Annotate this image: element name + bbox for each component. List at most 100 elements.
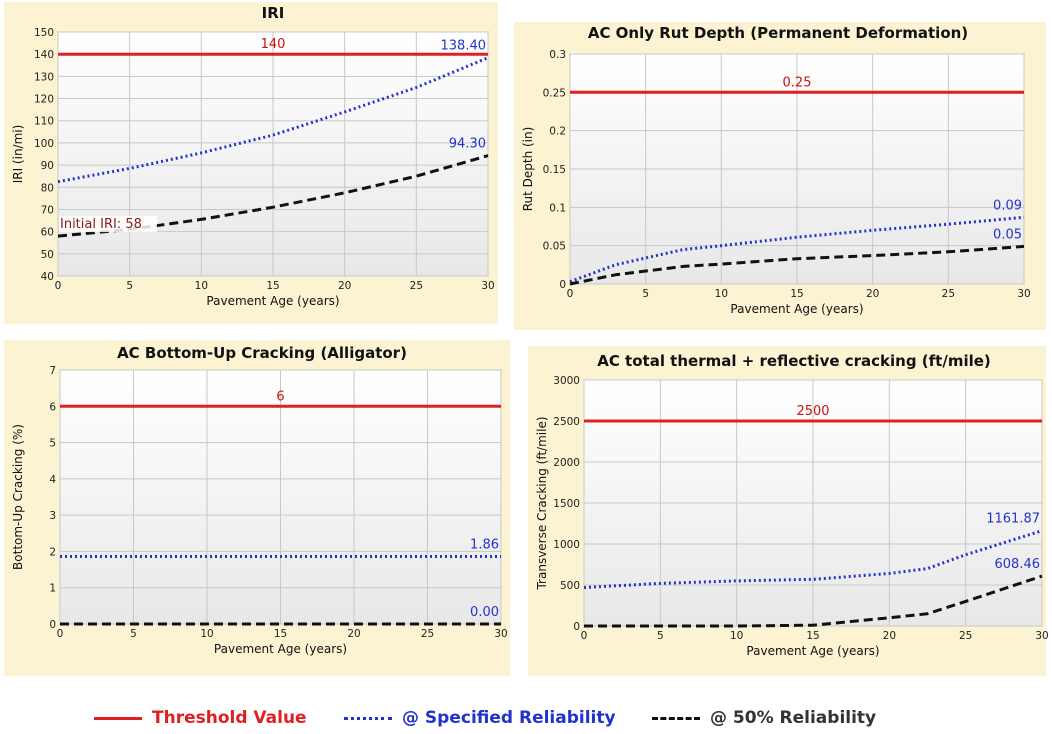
x-tick-label: 10: [200, 628, 213, 640]
specified-legend-label: @ Specified Reliability: [402, 708, 616, 728]
legend-item-fifty: @ 50% Reliability: [652, 708, 876, 728]
threshold-legend-swatch: [94, 716, 142, 720]
fifty-legend-label: @ 50% Reliability: [710, 708, 877, 728]
x-tick-label: 25: [959, 630, 972, 642]
x-tick-label: 5: [642, 288, 649, 300]
x-tick-label: 0: [57, 628, 64, 640]
x-tick-label: 10: [715, 288, 728, 300]
y-tick-label: 5: [49, 438, 56, 450]
y-tick-label: 2500: [553, 416, 580, 428]
y-tick-label: 1000: [553, 539, 580, 551]
x-axis-label: Pavement Age (years): [206, 294, 339, 308]
data-label: 138.40: [441, 39, 487, 54]
y-tick-label: 70: [41, 204, 54, 216]
y-tick-label: 120: [34, 94, 54, 106]
x-tick-label: 20: [866, 288, 879, 300]
y-tick-label: 6: [49, 401, 56, 413]
y-tick-label: 0.2: [549, 126, 566, 138]
thermal-cracking-chart-title: AC total thermal + reflective cracking (…: [597, 352, 991, 370]
data-label: 0.25: [783, 75, 812, 90]
bottom-up-cracking-chart-title: AC Bottom-Up Cracking (Alligator): [117, 344, 407, 362]
rut-depth-chart-title: AC Only Rut Depth (Permanent Deformation…: [587, 24, 969, 42]
y-tick-label: 0.1: [549, 202, 566, 214]
y-tick-label: 1500: [553, 498, 580, 510]
x-tick-label: 20: [347, 628, 360, 640]
y-tick-label: 2: [49, 546, 56, 558]
x-tick-label: 5: [126, 280, 133, 292]
data-label: Initial IRI: 58: [60, 217, 142, 232]
initial-label-bg: [59, 216, 157, 233]
x-tick-label: 15: [806, 630, 819, 642]
iri-chart-panel: IRI 0 5 10 15 20 25 30 40 50 60 70 80 90 100 110 120 130…: [4, 2, 498, 324]
y-axis-label: Rut Depth (in): [521, 127, 535, 212]
y-axis-label: Bottom-Up Cracking (%): [11, 424, 25, 570]
x-tick-label: 0: [581, 630, 588, 642]
bottom-up-cracking-chart-svg: 0 5 10 15 20 25 30 0 1 2 3 4 5 6 7 Pavement Age (years)…: [11, 365, 508, 656]
fifty-legend-swatch: [652, 716, 700, 720]
y-tick-label: 1: [49, 583, 56, 595]
y-tick-label: 0: [559, 279, 566, 291]
data-label: 140: [261, 37, 286, 52]
y-tick-label: 0.05: [543, 241, 566, 253]
specified-reliability-series-line: [57, 56, 489, 184]
y-tick-label: 3: [49, 510, 56, 522]
data-label: 94.30: [449, 137, 486, 152]
y-tick-label: 50: [41, 249, 54, 261]
x-tick-label: 30: [1017, 288, 1030, 300]
y-tick-label: 0: [49, 619, 56, 631]
x-tick-label: 15: [790, 288, 803, 300]
y-axis-label: IRI (in/mi): [11, 125, 25, 184]
y-tick-label: 0.25: [543, 87, 566, 99]
data-label: 608.46: [995, 557, 1041, 572]
y-tick-label: 100: [34, 138, 54, 150]
x-tick-label: 0: [55, 280, 62, 292]
y-tick-label: 90: [41, 160, 54, 172]
data-label: 1161.87: [986, 512, 1040, 527]
y-tick-label: 4: [49, 474, 56, 486]
x-tick-label: 20: [883, 630, 896, 642]
y-tick-label: 3000: [553, 375, 580, 387]
data-label: 2500: [796, 404, 829, 419]
y-tick-label: 110: [34, 116, 54, 128]
fifty-reliability-series-line: [569, 244, 1025, 286]
iri-chart-title: IRI: [261, 4, 285, 22]
iri-chart-svg: 0 5 10 15 20 25 30 40 50 60 70 80 90 100 110 120 130 140 1…: [11, 27, 495, 308]
x-axis-label: Pavement Age (years): [730, 302, 863, 316]
chart-legend: Threshold Value @ Specified Reliability …: [0, 704, 1052, 734]
data-label: 0.05: [993, 227, 1022, 242]
x-tick-label: 30: [494, 628, 507, 640]
thermal-cracking-chart-panel: AC total thermal + reflective cracking (…: [528, 346, 1049, 676]
y-tick-label: 80: [41, 182, 54, 194]
y-tick-label: 2000: [553, 457, 580, 469]
specified-reliability-series-line: [569, 215, 1025, 284]
y-tick-label: 0: [573, 621, 580, 633]
x-tick-label: 25: [421, 628, 434, 640]
fifty-reliability-series-line: [584, 574, 1043, 628]
x-tick-label: 10: [730, 630, 743, 642]
y-tick-label: 0.3: [549, 49, 566, 61]
y-tick-label: 7: [49, 365, 56, 377]
data-label: 0.00: [470, 605, 499, 620]
y-tick-label: 150: [34, 27, 54, 39]
x-tick-label: 20: [338, 280, 351, 292]
x-tick-label: 15: [266, 280, 279, 292]
x-tick-label: 5: [657, 630, 664, 642]
y-tick-label: 140: [34, 49, 54, 61]
x-tick-label: 15: [274, 628, 287, 640]
legend-item-threshold: Threshold Value: [94, 708, 307, 728]
data-label: 0.09: [993, 198, 1022, 213]
thermal-cracking-chart-svg: 0 5 10 15 20 25 30 0 500 1000 1500 2000 2500 3000 Pave…: [535, 375, 1049, 658]
x-tick-label: 25: [410, 280, 423, 292]
x-tick-label: 0: [567, 288, 574, 300]
threshold-legend-label: Threshold Value: [152, 708, 307, 728]
rut-depth-chart-svg: 0 5 10 15 20 25 30 0 0.05 0.1 0.15 0.2 0.25 0.3 Paveme…: [521, 49, 1031, 316]
legend-item-specified: @ Specified Reliability: [344, 708, 616, 728]
y-tick-label: 60: [41, 227, 54, 239]
x-tick-label: 30: [1035, 630, 1048, 642]
rut-depth-chart-panel: AC Only Rut Depth (Permanent Deformation…: [514, 22, 1046, 330]
y-axis-label: Transverse Cracking (ft/mile): [535, 416, 549, 590]
bottom-up-cracking-chart-panel: AC Bottom-Up Cracking (Alligator) 0 5 10 15…: [4, 340, 510, 676]
x-tick-label: 25: [942, 288, 955, 300]
data-label: 6: [276, 389, 284, 404]
x-tick-label: 10: [195, 280, 208, 292]
